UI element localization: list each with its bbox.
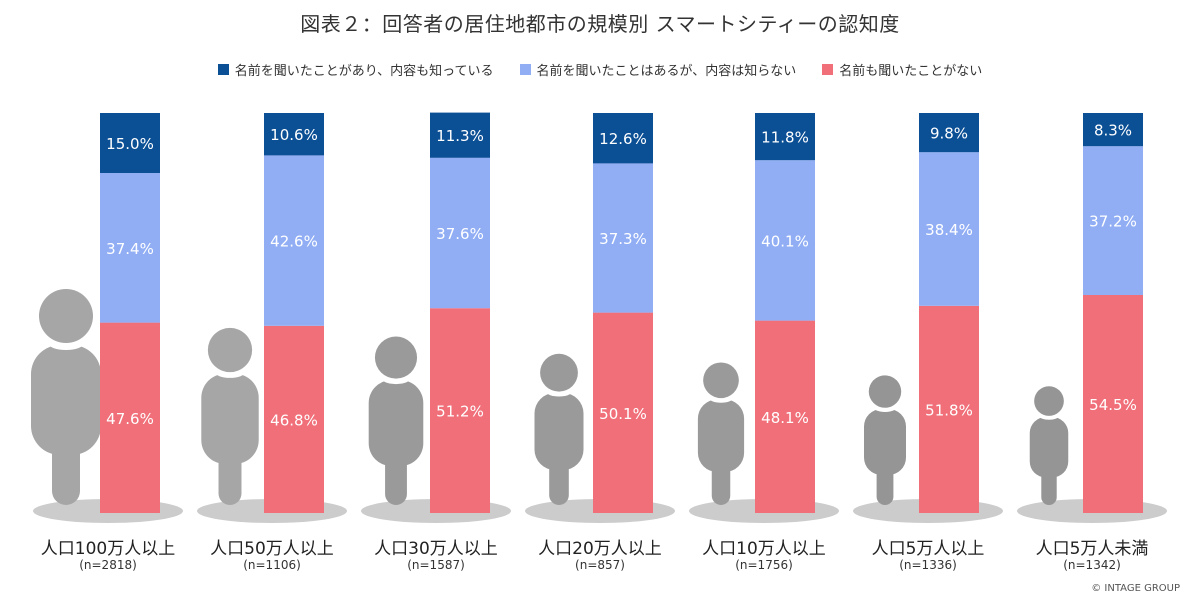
category-label: 人口10万人以上 — [702, 539, 826, 559]
bar-segment — [264, 325, 324, 513]
category-label: 人口5万人未満 — [1035, 539, 1149, 559]
chart-title: 図表２：回答者の居住地都市の規模別 スマートシティーの認知度 — [300, 12, 900, 36]
bar-segment — [593, 163, 653, 313]
sample-size-label: (n=1756) — [735, 558, 793, 572]
bar-segment — [593, 113, 653, 164]
category-label: 人口50万人以上 — [210, 539, 334, 559]
bar-segment — [430, 112, 490, 158]
sample-size-label: (n=2818) — [79, 558, 137, 572]
data-label: 54.5% — [1089, 396, 1137, 414]
figure-head — [540, 353, 578, 392]
copyright: © INTAGE GROUP — [1091, 583, 1180, 594]
data-label: 37.2% — [1089, 213, 1137, 231]
figure-head — [39, 289, 93, 343]
figure-body — [368, 380, 424, 466]
bar-segment — [593, 312, 653, 513]
bar-segment — [100, 322, 160, 513]
bar-segment — [264, 155, 324, 326]
category-label: 人口100万人以上 — [40, 539, 176, 559]
category-label: 人口20万人以上 — [538, 539, 662, 559]
sample-size-label: (n=857) — [575, 558, 625, 572]
figure-body — [201, 373, 259, 464]
category-label: 人口30万人以上 — [374, 539, 498, 559]
bar-segment — [919, 305, 979, 513]
data-label: 38.4% — [925, 221, 973, 239]
figure-body — [697, 399, 745, 472]
sample-size-label: (n=1342) — [1063, 558, 1121, 572]
sample-size-label: (n=1106) — [243, 558, 301, 572]
data-label: 37.6% — [436, 225, 484, 243]
legend-item-never-heard: 名前も聞いたことがない — [822, 60, 982, 79]
data-label: 11.3% — [436, 127, 484, 145]
data-label: 46.8% — [270, 411, 318, 429]
figure-head — [374, 336, 418, 379]
figure-head — [207, 327, 253, 373]
figure-head — [868, 375, 902, 408]
data-label: 9.8% — [930, 125, 968, 143]
bar-segment — [919, 113, 979, 153]
data-label: 8.3% — [1094, 122, 1132, 140]
data-label: 11.8% — [761, 129, 809, 147]
bar-segment — [100, 173, 160, 323]
data-label: 15.0% — [106, 135, 154, 153]
data-label: 47.6% — [106, 410, 154, 428]
data-label: 37.4% — [106, 240, 154, 258]
figure-body — [534, 393, 584, 470]
data-label: 51.8% — [925, 401, 973, 419]
bar-segment — [1083, 295, 1143, 513]
data-label: 50.1% — [599, 405, 647, 423]
legend-swatch-known-content — [217, 64, 229, 75]
legend-label-heard-only: 名前を聞いたことはあるが、内容は知らない — [536, 64, 797, 79]
legend-item-known-content: 名前を聞いたことがあり、内容も知っている — [217, 60, 494, 79]
legend-swatch-never-heard — [822, 64, 834, 75]
sample-size-label: (n=1336) — [899, 558, 957, 572]
bar-segment — [755, 320, 815, 513]
bar-segment — [1083, 146, 1143, 295]
data-label: 51.2% — [436, 403, 484, 421]
figure-body — [864, 409, 906, 475]
data-label: 42.6% — [270, 233, 318, 251]
bar-segment — [755, 113, 815, 161]
data-label: 12.6% — [599, 130, 647, 148]
bar-segment — [430, 157, 490, 309]
bar-segment — [100, 113, 160, 173]
bar-segment — [430, 308, 490, 513]
legend-label-known-content: 名前を聞いたことがあり、内容も知っている — [234, 64, 494, 79]
sample-size-label: (n=1587) — [407, 558, 465, 572]
figure-head — [703, 362, 739, 399]
bar-segment — [1083, 113, 1143, 147]
legend-label-never-heard: 名前も聞いたことがない — [839, 64, 983, 79]
data-label: 40.1% — [761, 232, 809, 250]
bar-segment — [264, 113, 324, 156]
legend-swatch-heard-only — [519, 64, 531, 75]
data-label: 48.1% — [761, 409, 809, 427]
data-label: 10.6% — [270, 126, 318, 144]
data-label: 37.3% — [599, 230, 647, 248]
category-label: 人口5万人以上 — [871, 539, 985, 559]
figure-body — [31, 345, 101, 455]
bar-segment — [919, 152, 979, 306]
figure-body — [1029, 417, 1069, 478]
legend: 名前を聞いたことがあり、内容も知っている 名前を聞いたことはあるが、内容は知らな… — [0, 60, 1200, 79]
figure-head — [1034, 386, 1064, 416]
bar-segment — [755, 160, 815, 321]
legend-item-heard-only: 名前を聞いたことはあるが、内容は知らない — [519, 60, 797, 79]
